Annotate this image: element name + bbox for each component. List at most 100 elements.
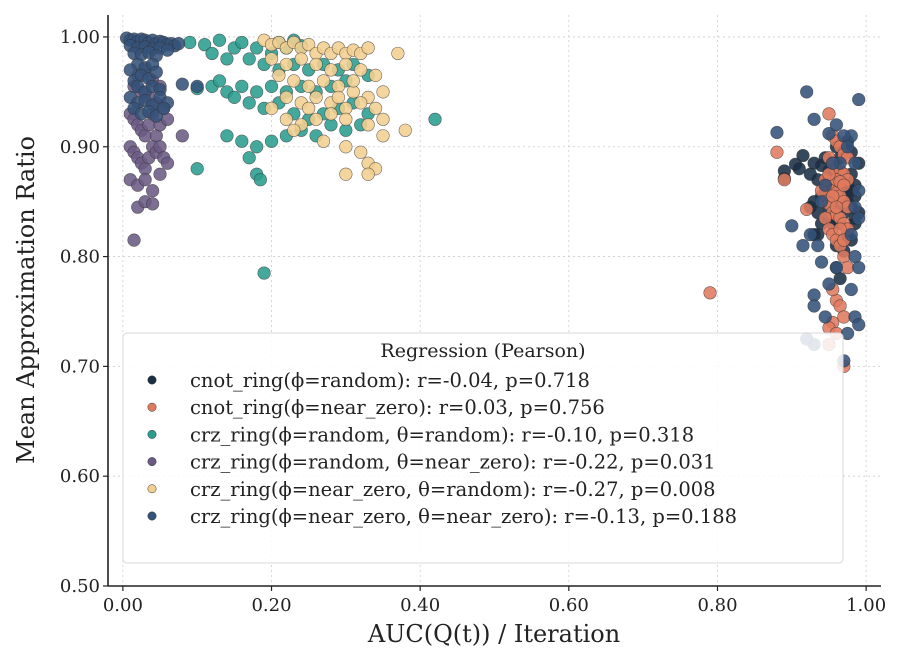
data-point: [264, 101, 279, 115]
data-point: [302, 101, 316, 115]
data-point: [212, 74, 227, 88]
data-point: [309, 90, 323, 104]
data-point: [324, 107, 338, 121]
data-point: [294, 52, 308, 66]
data-point: [149, 129, 163, 143]
data-point: [153, 140, 167, 154]
y-tick-label: 0.70: [60, 356, 100, 377]
data-point: [250, 140, 264, 154]
x-tick-label: 0.80: [697, 595, 737, 616]
data-point: [837, 310, 851, 324]
data-point: [190, 162, 204, 176]
data-point: [138, 129, 152, 143]
data-point: [220, 52, 234, 66]
data-point: [253, 173, 267, 187]
data-point: [172, 36, 186, 51]
data-point: [302, 79, 316, 93]
legend-marker: [147, 457, 157, 467]
data-point: [183, 35, 197, 50]
data-point: [848, 156, 862, 170]
data-point: [361, 41, 375, 55]
data-point: [339, 57, 353, 72]
y-tick-labels: 0.50 0.60 0.70 0.80 0.90 1.00: [60, 27, 108, 597]
data-point: [833, 299, 847, 313]
data-point: [428, 112, 442, 126]
data-point: [837, 178, 851, 192]
data-point: [837, 129, 851, 143]
legend-label: crz_ring(ϕ=random, θ=near_zero): r=-0.22…: [190, 451, 716, 474]
data-point: [235, 134, 249, 148]
data-point: [149, 65, 163, 79]
data-point: [770, 125, 784, 140]
data-point: [822, 107, 836, 121]
data-point: [829, 118, 844, 132]
axes: [107, 15, 881, 587]
data-point: [852, 211, 866, 225]
x-tick-label: 1.00: [846, 595, 886, 616]
legend-box: [122, 332, 844, 564]
data-point: [840, 140, 855, 154]
data-point: [818, 211, 832, 225]
data-point: [796, 238, 810, 253]
data-point: [814, 255, 829, 269]
data-point: [852, 92, 866, 107]
data-point: [242, 151, 256, 165]
data-point: [235, 79, 249, 93]
data-point: [153, 167, 167, 181]
data-point: [848, 249, 862, 264]
data-point: [309, 112, 323, 126]
data-point: [175, 77, 189, 91]
data-point: [175, 129, 189, 143]
data-point: [272, 68, 286, 82]
data-point: [205, 46, 219, 61]
y-tick-label: 0.50: [60, 576, 100, 597]
data-point: [807, 112, 821, 126]
data-point: [840, 260, 855, 275]
data-point: [324, 63, 338, 77]
y-tick-label: 0.80: [60, 247, 100, 268]
x-axis-title: AUC(Q(t)) / Iteration: [367, 620, 620, 648]
data-point: [250, 85, 264, 99]
data-point: [361, 118, 375, 132]
data-point: [160, 156, 175, 170]
data-point: [127, 233, 141, 247]
data-point: [160, 43, 175, 57]
data-point: [264, 52, 279, 66]
data-point: [800, 85, 814, 99]
data-point: [145, 184, 160, 198]
data-point: [792, 162, 806, 176]
legend-label: crz_ring(ϕ=random, θ=random): r=-0.10, p…: [190, 423, 694, 446]
data-point: [796, 148, 810, 163]
data-point: [852, 318, 866, 332]
data-point: [339, 112, 353, 126]
data-point: [376, 112, 390, 126]
data-point: [242, 52, 256, 66]
legend-label: crz_ring(ϕ=near_zero, θ=near_zero): r=-0…: [190, 505, 737, 528]
data-point: [800, 202, 814, 216]
data-point: [198, 38, 212, 52]
x-tick-label: 0.00: [103, 595, 143, 616]
legend-marker: [147, 484, 157, 494]
legend-label: crz_ring(ϕ=near_zero, θ=random): r=-0.27…: [190, 478, 716, 501]
series-4: [257, 33, 412, 181]
data-point: [852, 260, 866, 275]
data-point: [212, 33, 227, 47]
x-tick-label: 0.60: [549, 595, 589, 616]
data-point: [316, 134, 331, 148]
data-point: [354, 96, 368, 110]
data-point: [287, 123, 301, 137]
data-point: [852, 184, 866, 198]
data-point: [160, 112, 175, 126]
x-tick-label: 0.40: [400, 595, 440, 616]
data-point: [368, 101, 383, 115]
data-point: [279, 112, 293, 126]
data-point: [339, 167, 353, 181]
legend-label: cnot_ring(ϕ=near_zero): r=0.03, p=0.756: [190, 396, 605, 419]
data-point: [811, 238, 825, 253]
data-point: [822, 167, 836, 181]
data-point: [361, 167, 375, 181]
data-point: [264, 134, 279, 148]
data-point: [837, 249, 851, 264]
data-point: [376, 85, 390, 99]
